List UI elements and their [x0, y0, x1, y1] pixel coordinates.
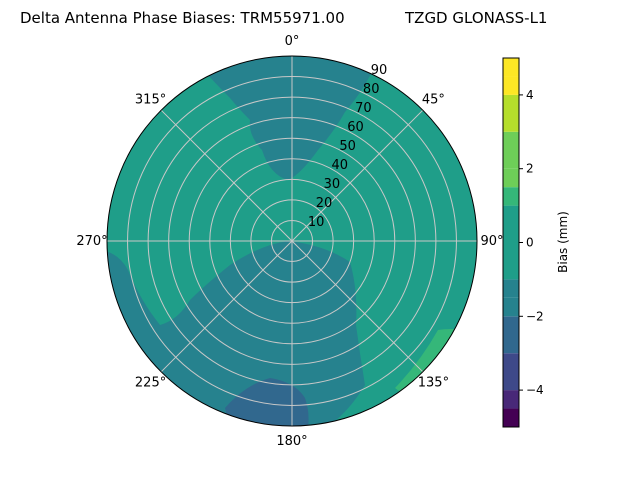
colorbar-band [503, 131, 519, 169]
angular-tick-labels: 0° 45° 90° 135° 180° 225° 270° 315° [76, 34, 503, 449]
chart-title-right: TZGD GLONASS-L1 [404, 9, 547, 27]
polar-grid [107, 56, 477, 426]
angular-tick-label: 315° [135, 93, 166, 108]
angular-tick-label: 90° [480, 234, 503, 249]
colorbar-band [503, 297, 519, 317]
radial-tick-label: 80 [363, 82, 380, 97]
colorbar-band [503, 205, 519, 243]
polar-frame [106, 55, 478, 427]
radial-tick-label: 40 [331, 158, 348, 173]
angular-grid-line [291, 109, 424, 242]
colorbar-band [503, 408, 519, 427]
colorbar-band [503, 168, 519, 188]
radial-tick-label: 60 [347, 120, 364, 135]
colorbar-band [503, 353, 519, 391]
angular-grid-line [160, 109, 293, 242]
colorbar-tick-label: −2 [526, 309, 544, 323]
colorbar-tick-label: 0 [526, 236, 534, 250]
colorbar-tick-label: 4 [526, 88, 534, 102]
colorbar-band [503, 279, 519, 298]
colorbar-band [503, 76, 519, 95]
colorbar-band [503, 242, 519, 280]
angular-tick-label: 270° [76, 234, 107, 249]
angular-tick-label: 135° [418, 375, 449, 390]
angular-grid-line [160, 240, 293, 373]
radial-tick-label: 20 [316, 196, 333, 211]
colorbar-band [503, 390, 519, 409]
colorbar-band [503, 58, 519, 77]
angular-tick-label: 45° [422, 93, 445, 108]
colorbar-band [503, 94, 519, 132]
radial-tick-label: 10 [308, 215, 325, 230]
radial-tick-label: 90 [371, 63, 388, 78]
radial-tick-labels: 10 20 30 40 50 60 70 80 90 [308, 63, 387, 230]
radial-tick-label: 30 [324, 177, 341, 192]
angular-tick-label: 0° [285, 34, 300, 49]
angular-tick-label: 225° [135, 375, 166, 390]
colorbar: −4 −2 0 2 4 [502, 57, 544, 428]
colorbar-label: Bias (mm) [556, 211, 570, 273]
radial-tick-label: 70 [355, 101, 372, 116]
contour-south-deep [225, 378, 309, 426]
chart-title-left: Delta Antenna Phase Biases: TRM55971.00 [20, 9, 345, 27]
colorbar-band [503, 316, 519, 354]
colorbar-band [503, 187, 519, 206]
angular-tick-label: 180° [276, 434, 307, 449]
colorbar-tick-label: 2 [526, 162, 534, 176]
angular-grid-line [291, 240, 424, 373]
radial-tick-label: 50 [339, 139, 356, 154]
colorbar-tick-label: −4 [526, 383, 544, 397]
